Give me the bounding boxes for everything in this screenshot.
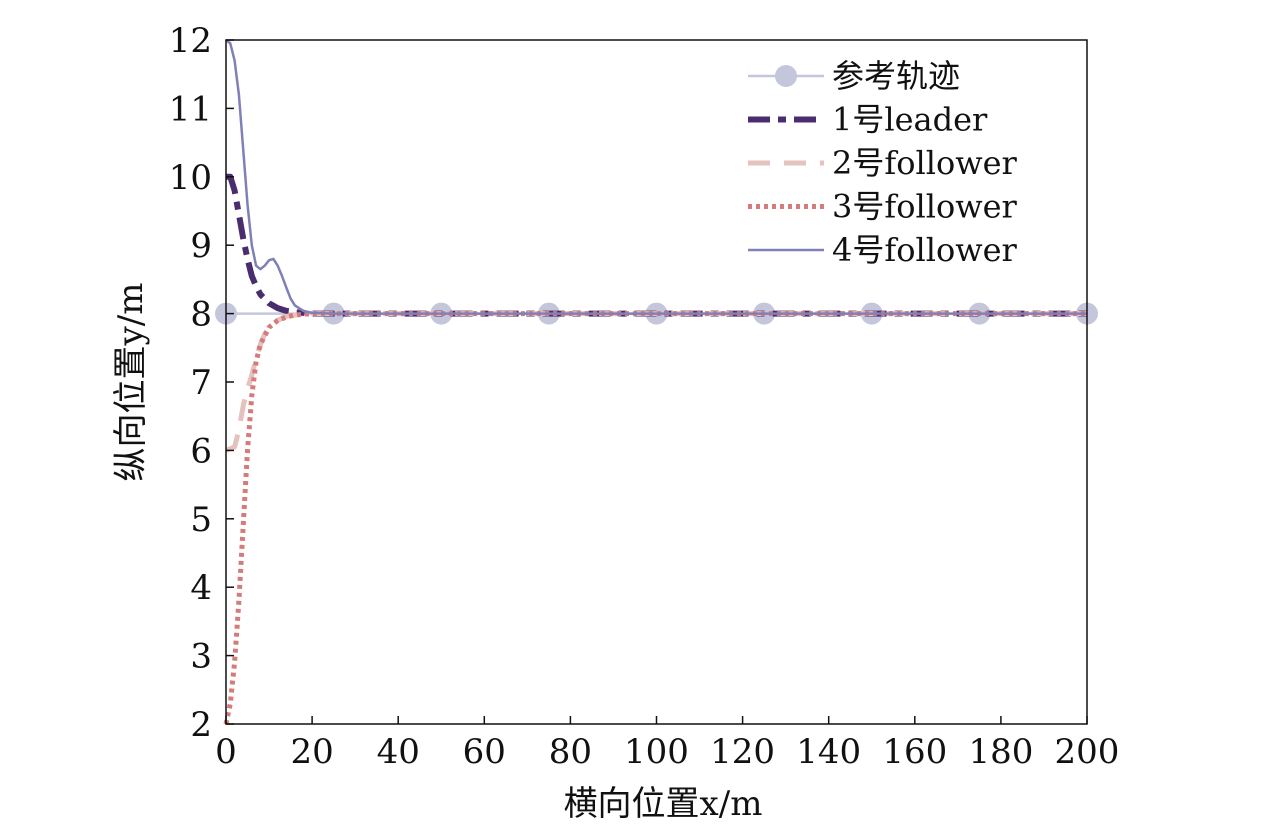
x-tick-label: 120 — [710, 732, 775, 772]
plot-marks — [215, 39, 1098, 725]
y-tick-label: 10 — [169, 158, 212, 198]
x-tick-label: 60 — [463, 732, 506, 772]
legend: 参考轨迹 1号leader 2号follower 3号follower 4号follow… — [748, 57, 1018, 269]
y-tick-label: 6 — [190, 431, 212, 471]
x-tick-label: 40 — [377, 732, 420, 772]
legend-label: 参考轨迹 — [832, 57, 960, 95]
y-tick-label: 3 — [190, 637, 212, 677]
x-tick-label: 20 — [290, 732, 333, 772]
x-tick-label: 160 — [882, 732, 947, 772]
legend-label: 1号leader — [832, 101, 988, 139]
series-line — [223, 311, 1087, 725]
x-tick-label: 0 — [215, 732, 237, 772]
x-tick-label: 200 — [1055, 732, 1120, 772]
axes: 0 20 40 60 80 100 120 140 160 180 200 2 3 4 5 6 7 8 9 10 11 1… — [169, 21, 1120, 772]
x-axis-title: 横向位置x/m — [564, 784, 763, 824]
series-line — [226, 173, 1087, 317]
legend-label: 3号follower — [832, 188, 1018, 226]
series-line — [225, 311, 1087, 453]
series-group — [215, 39, 1098, 725]
y-tick-label: 5 — [190, 500, 212, 540]
y-tick-label: 9 — [190, 226, 212, 266]
series-line — [225, 39, 1087, 315]
y-tick-label: 7 — [190, 363, 212, 403]
y-tick-label: 8 — [190, 295, 212, 335]
x-tick-label: 80 — [549, 732, 592, 772]
y-axis-title: 纵向位置y/m — [111, 283, 151, 482]
y-tick-label: 2 — [190, 705, 212, 745]
legend-label: 2号follower — [832, 144, 1018, 182]
legend-label: 4号follower — [832, 231, 1018, 269]
plot-frame — [225, 39, 1088, 725]
y-tick-label: 4 — [190, 568, 212, 608]
x-tick-label: 180 — [968, 732, 1033, 772]
y-tick-label: 11 — [169, 89, 212, 129]
x-tick-label: 140 — [796, 732, 861, 772]
x-tick-label: 100 — [624, 732, 689, 772]
y-tick-label: 12 — [169, 21, 212, 61]
legend-marker — [775, 65, 797, 87]
